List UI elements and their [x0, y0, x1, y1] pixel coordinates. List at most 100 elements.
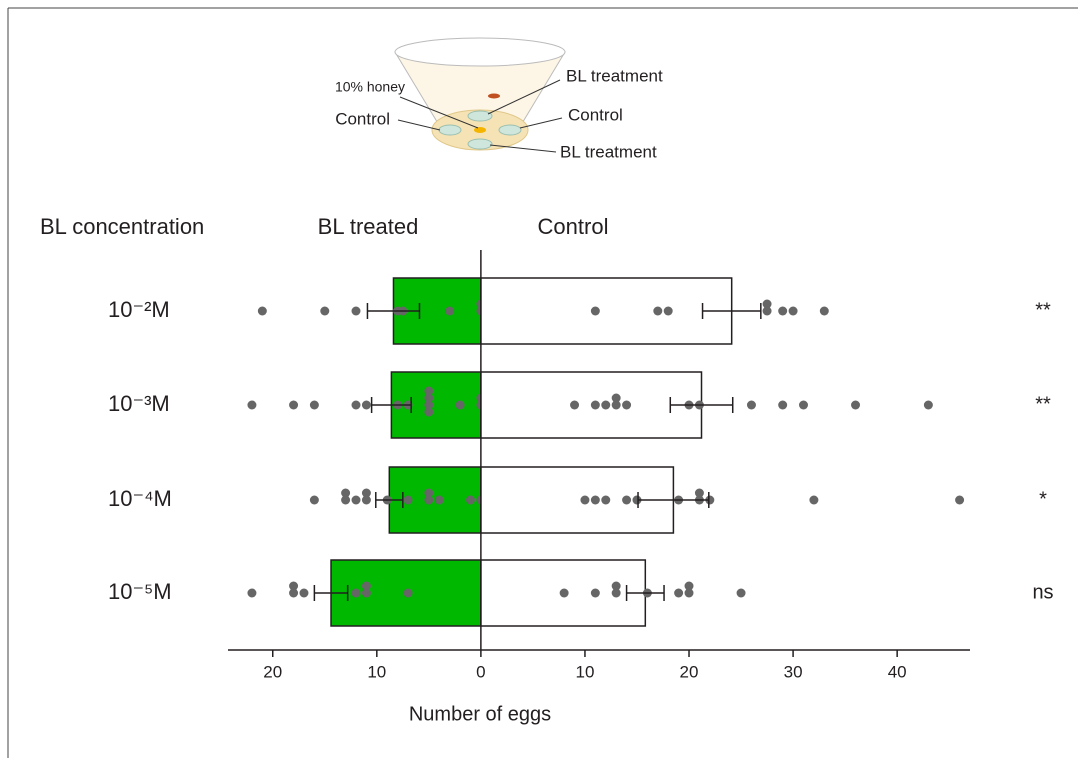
significance: ns [1032, 581, 1053, 603]
data-point [622, 495, 632, 505]
data-point [403, 495, 413, 505]
x-tick-label: 20 [263, 662, 282, 681]
data-point [289, 581, 299, 591]
data-point [424, 393, 434, 403]
pointer [489, 144, 557, 153]
inset-label: Control [568, 105, 623, 124]
cup-rim [394, 37, 566, 67]
data-point [611, 588, 621, 598]
data-point [445, 306, 455, 316]
pointer [519, 117, 563, 129]
pointer [397, 119, 441, 131]
data-point [361, 495, 371, 505]
data-point [590, 306, 600, 316]
significance: ** [1035, 299, 1051, 321]
data-point [403, 588, 413, 598]
dish [498, 124, 522, 136]
data-point [788, 306, 798, 316]
data-point [361, 400, 371, 410]
data-point [455, 400, 465, 410]
data-point [361, 488, 371, 498]
inset-label: Control [335, 109, 390, 128]
data-point [434, 495, 444, 505]
data-point [674, 588, 684, 598]
data-point [778, 306, 788, 316]
data-point [663, 306, 673, 316]
data-point [289, 400, 299, 410]
data-point [778, 400, 788, 410]
x-tick-label: 30 [784, 662, 803, 681]
data-point [746, 400, 756, 410]
data-point [653, 306, 663, 316]
y-tick-label: 10⁻⁴M [108, 486, 172, 511]
data-point [351, 588, 361, 598]
data-point [559, 588, 569, 598]
column-header: BL treated [318, 214, 419, 239]
data-point [851, 400, 861, 410]
bar [480, 277, 733, 345]
data-point [809, 495, 819, 505]
data-point [684, 588, 694, 598]
pointer [487, 79, 561, 115]
data-point [955, 495, 965, 505]
data-point [289, 588, 299, 598]
data-point [424, 488, 434, 498]
data-point [590, 495, 600, 505]
dish [467, 110, 493, 122]
data-point [736, 588, 746, 598]
fly [488, 93, 500, 99]
data-point [424, 495, 434, 505]
data-point [247, 588, 257, 598]
significance: ** [1035, 393, 1051, 415]
data-point [351, 306, 361, 316]
data-point [341, 495, 351, 505]
x-tick-label: 40 [888, 662, 907, 681]
y-tick-label: 10⁻²M [108, 297, 170, 322]
data-point [320, 306, 330, 316]
y-tick-label: 10⁻³M [108, 391, 170, 416]
data-point [590, 400, 600, 410]
data-point [580, 495, 590, 505]
data-point [762, 306, 772, 316]
x-tick-label: 0 [476, 662, 485, 681]
data-point [570, 400, 580, 410]
inset-diagram: 10% honey BL treatment Control Control B… [335, 37, 663, 161]
data-point [611, 581, 621, 591]
column-header: Control [538, 214, 609, 239]
data-point [611, 393, 621, 403]
data-point [798, 400, 808, 410]
data-point [465, 495, 475, 505]
data-point [257, 306, 267, 316]
data-point [247, 400, 257, 410]
inset-label: BL treatment [560, 142, 657, 161]
x-tick-label: 10 [575, 662, 594, 681]
data-point [705, 495, 715, 505]
data-point [694, 488, 704, 498]
pointer [399, 96, 479, 129]
dish [467, 138, 493, 150]
data-point [351, 400, 361, 410]
data-point [341, 488, 351, 498]
data-point [424, 400, 434, 410]
data-point [923, 400, 933, 410]
data-point [762, 299, 772, 309]
significance: * [1039, 488, 1047, 510]
y-axis-title: BL concentration [40, 214, 204, 239]
data-point [601, 400, 611, 410]
data-point [309, 400, 319, 410]
data-point [622, 400, 632, 410]
x-tick-label: 20 [680, 662, 699, 681]
data-point [590, 588, 600, 598]
data-point [601, 495, 611, 505]
y-tick-label: 10⁻⁵M [108, 579, 172, 604]
x-tick-label: 10 [367, 662, 386, 681]
data-point [361, 588, 371, 598]
data-point [351, 495, 361, 505]
inset-label: BL treatment [566, 66, 663, 85]
x-axis-title: Number of eggs [409, 703, 551, 725]
data-point [424, 407, 434, 417]
data-point [632, 495, 642, 505]
dish [438, 124, 462, 136]
data-point [684, 581, 694, 591]
